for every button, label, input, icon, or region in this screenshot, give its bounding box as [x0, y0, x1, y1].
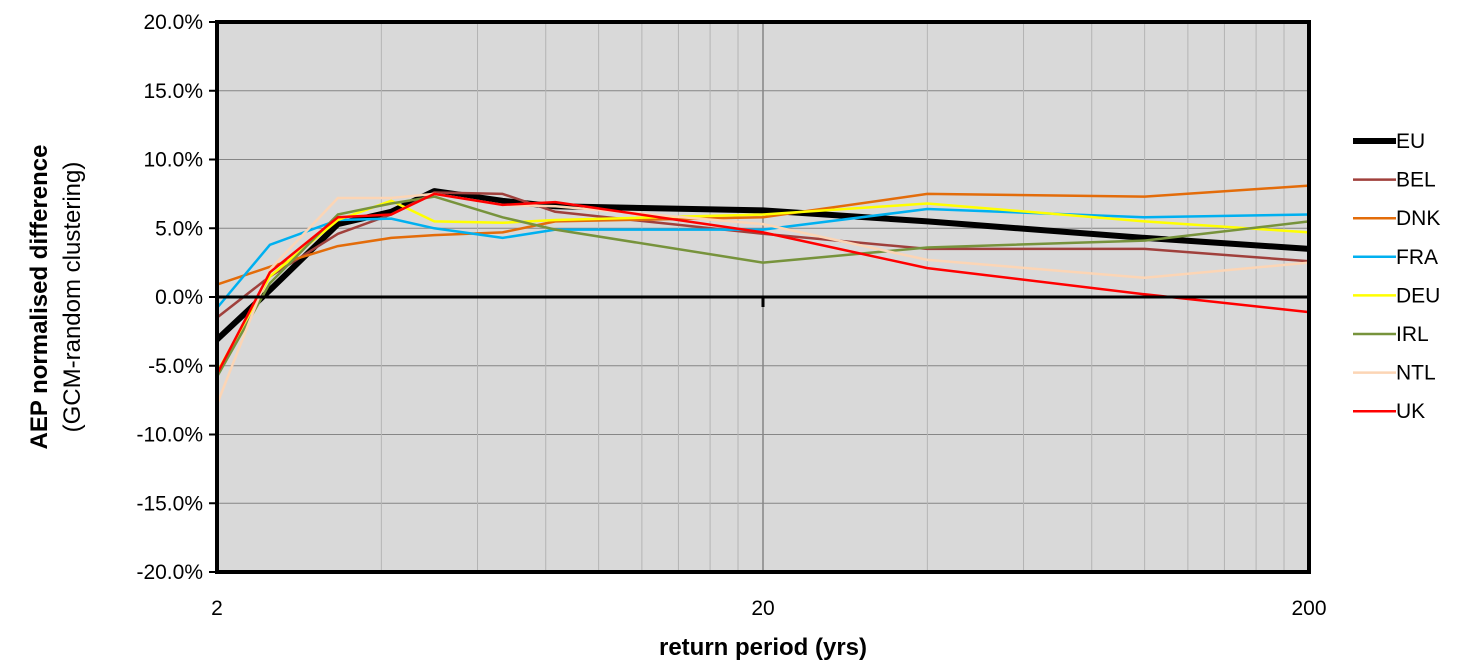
y-axis-title: AEP normalised difference [26, 145, 53, 450]
y-axis-subtitle: (GCM-random clustering) [59, 162, 86, 433]
x-axis-title: return period (yrs) [659, 634, 867, 661]
series-line-irl [215, 195, 1310, 378]
legend: EU BEL DNK FRA DEU IRL NTL UK [1353, 130, 1440, 423]
x-tick-labels: 2 20 200 [211, 597, 1326, 620]
y-tick-label: 20.0% [143, 11, 203, 34]
y-tick-label: -15.0% [136, 492, 203, 515]
series-line-dnk [216, 184, 1310, 286]
series-lines [214, 184, 1310, 405]
y-tick-labels: -20.0% -15.0% -10.0% -5.0% 0.0% 5.0% 10.0% 15.0… [136, 11, 217, 584]
legend-label-irl: IRL [1396, 323, 1429, 346]
legend-label-bel: BEL [1396, 169, 1436, 192]
legend-label-dnk: DNK [1396, 207, 1440, 230]
legend-label-ntl: NTL [1396, 362, 1436, 385]
y-tick-label: -10.0% [136, 424, 203, 447]
y-tick-label: -20.0% [136, 561, 203, 584]
y-tick-label: -5.0% [148, 355, 203, 378]
series-line-eu [214, 188, 1310, 342]
y-tick-label: 10.0% [143, 149, 203, 172]
y-tick-label: 15.0% [143, 80, 203, 103]
x-tick-label: 200 [1291, 597, 1326, 620]
legend-label-uk: UK [1396, 400, 1425, 423]
x-tick-label: 2 [211, 597, 223, 620]
series-line-bel [216, 191, 1310, 319]
y-tick-label: 5.0% [155, 217, 203, 240]
series-line-uk [215, 192, 1310, 375]
y-tick-label: 0.0% [155, 286, 203, 309]
legend-label-fra: FRA [1396, 246, 1438, 269]
series-line-fra [216, 207, 1310, 309]
legend-label-eu: EU [1396, 130, 1425, 153]
legend-label-deu: DEU [1396, 284, 1440, 307]
x-tick-label: 20 [751, 597, 774, 620]
